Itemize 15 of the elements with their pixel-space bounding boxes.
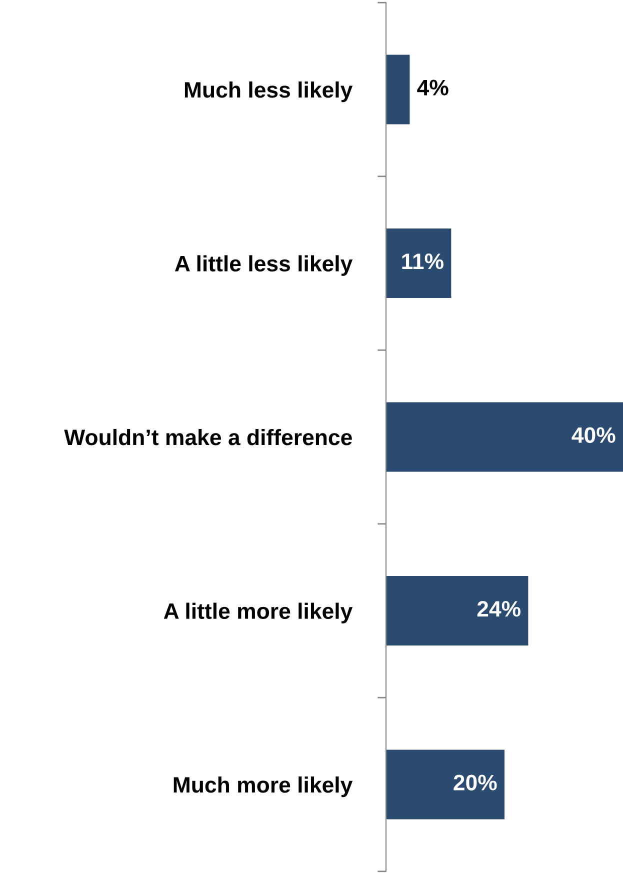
data-label: 20% <box>454 774 497 790</box>
data-label: 24% <box>477 600 521 617</box>
data-label: 11% <box>402 254 444 270</box>
bar <box>386 576 528 646</box>
data-label: 40% <box>572 427 616 443</box>
bar <box>386 402 623 472</box>
data-label: 4% <box>417 80 448 96</box>
bar <box>386 228 452 298</box>
bar <box>386 54 410 124</box>
y-tick-label: Much less likely <box>184 81 353 102</box>
bar <box>386 750 504 820</box>
y-tick-label: Much more likely <box>174 776 353 798</box>
y-tick-label: A little less likely <box>174 255 353 276</box>
y-tick-label: Wouldn’t make a difference <box>64 428 352 446</box>
y-tick-label: A little more likely <box>164 602 353 624</box>
